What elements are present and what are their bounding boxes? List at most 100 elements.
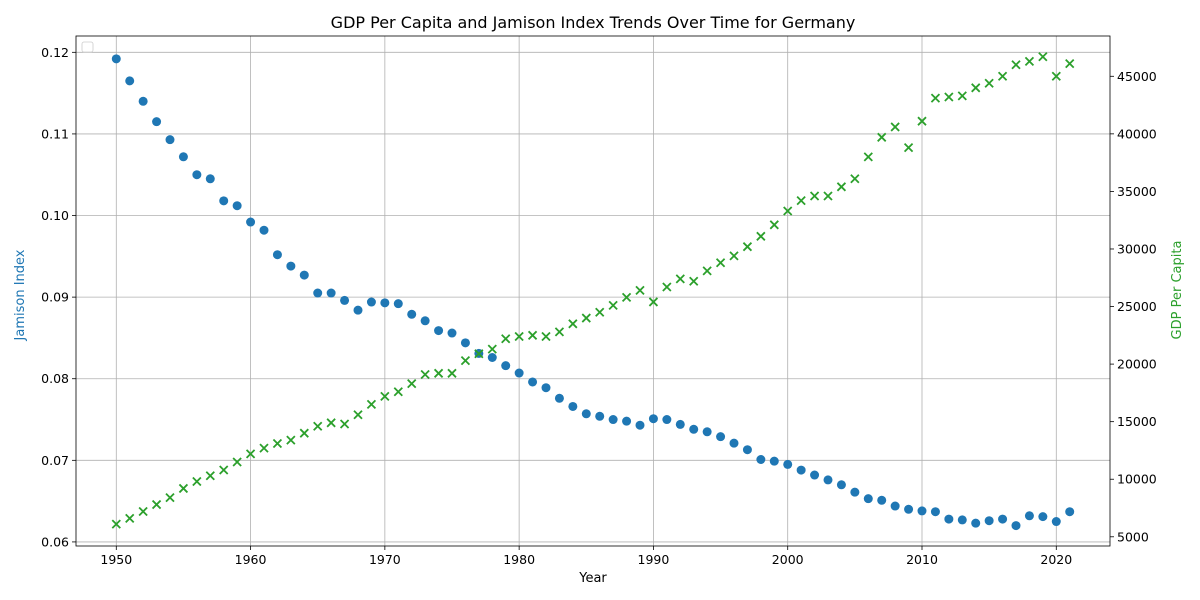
- gdp-per-capita-point: [662, 282, 672, 292]
- jamison-index-point: [299, 270, 309, 280]
- jamison-index-point: [326, 288, 336, 298]
- right-y-tick-label: 45000: [1117, 69, 1157, 84]
- gdp-per-capita-point: [621, 292, 632, 302]
- jamison-index-point: [1065, 507, 1075, 517]
- jamison-index-point: [702, 427, 712, 437]
- gdp-per-capita-point: [380, 391, 390, 401]
- x-tick-label: 1960: [235, 552, 267, 567]
- left-y-axis-label: Jamison Index: [13, 249, 28, 341]
- jamison-index-point: [420, 316, 430, 326]
- gdp-per-capita-point: [903, 143, 914, 153]
- right-y-axis-ticks: 5000 10000 15000 20000 25000 30000 35000 40000 4…: [1110, 69, 1157, 544]
- gdp-per-capita-point: [232, 457, 242, 467]
- x-tick-label: 2020: [1040, 552, 1072, 567]
- gdp-per-capita-point: [715, 258, 726, 268]
- x-tick-label: 1990: [638, 552, 670, 567]
- jamison-index-point: [877, 495, 887, 505]
- jamison-index-point: [366, 297, 376, 307]
- jamison-index-point: [944, 514, 954, 524]
- x-tick-label: 1980: [503, 552, 535, 567]
- jamison-index-point: [353, 305, 363, 315]
- gdp-per-capita-point: [890, 122, 900, 132]
- gdp-per-capita-point: [447, 368, 457, 378]
- gdp-per-capita-point: [1065, 58, 1075, 69]
- gdp-per-capita-point: [393, 387, 403, 397]
- jamison-index-point: [1038, 512, 1048, 522]
- gdp-per-capita-series: [111, 52, 1075, 529]
- gdp-per-capita-point: [286, 435, 296, 445]
- jamison-index-point: [152, 117, 162, 127]
- gdp-per-capita-point: [984, 78, 994, 88]
- gdp-per-capita-point: [648, 297, 659, 307]
- gdp-per-capita-point: [944, 92, 954, 102]
- gdp-per-capita-point: [339, 419, 350, 429]
- gdp-per-capita-point: [514, 331, 524, 342]
- gdp-per-capita-point: [836, 182, 847, 192]
- jamison-index-point: [984, 516, 994, 526]
- jamison-index-point: [487, 353, 497, 363]
- gdp-per-capita-point: [930, 93, 941, 103]
- left-y-tick-label: 0.09: [41, 290, 69, 305]
- gdp-per-capita-point: [863, 152, 873, 162]
- gdp-per-capita-point: [917, 116, 927, 126]
- gdp-per-capita-point: [125, 513, 135, 524]
- jamison-index-point: [756, 455, 766, 465]
- gdp-per-capita-point: [151, 499, 162, 510]
- jamison-index-point: [796, 465, 806, 475]
- jamison-index-point: [192, 170, 202, 180]
- jamison-index-point: [904, 504, 914, 514]
- left-y-tick-label: 0.10: [41, 208, 69, 223]
- gdp-per-capita-point: [689, 276, 699, 286]
- gdp-per-capita-point: [219, 465, 229, 475]
- jamison-index-point: [246, 217, 256, 227]
- jamison-index-series: [111, 54, 1075, 531]
- left-y-tick-label: 0.06: [41, 534, 69, 549]
- gdp-per-capita-point: [997, 71, 1008, 81]
- gdp-per-capita-point: [1051, 71, 1061, 81]
- gdp-per-capita-point: [1011, 60, 1021, 70]
- right-y-axis-label: GDP Per Capita: [1170, 241, 1185, 340]
- jamison-index-point: [1024, 511, 1034, 521]
- right-y-tick-label: 10000: [1117, 472, 1157, 487]
- x-tick-label: 1950: [100, 552, 132, 567]
- gdp-per-capita-point: [1038, 52, 1048, 62]
- legend-box: [81, 41, 94, 53]
- jamison-index-point: [783, 459, 793, 469]
- gdp-per-capita-point: [178, 483, 189, 494]
- jamison-index-point: [434, 326, 444, 336]
- jamison-index-point: [1011, 521, 1021, 531]
- jamison-index-point: [998, 514, 1008, 524]
- jamison-index-point: [1051, 517, 1061, 527]
- gdp-per-capita-point: [850, 174, 860, 184]
- chart-title: GDP Per Capita and Jamison Index Trends …: [331, 13, 856, 32]
- jamison-index-point: [863, 494, 873, 504]
- gdp-per-capita-point: [1024, 56, 1035, 66]
- jamison-index-point: [232, 201, 242, 211]
- jamison-index-point: [501, 361, 511, 371]
- jamison-index-point: [635, 420, 645, 430]
- jamison-index-point: [407, 309, 417, 319]
- gdp-per-capita-point: [783, 206, 793, 216]
- jamison-index-point: [313, 288, 323, 298]
- gdp-per-capita-point: [769, 220, 779, 230]
- plot-area-frame: [75, 35, 1111, 547]
- gdp-per-capita-point: [675, 274, 685, 284]
- jamison-index-point: [111, 54, 121, 64]
- gdp-per-capita-point: [608, 300, 618, 311]
- left-y-axis-ticks: 0.06 0.07 0.08 0.09 0.10 0.11 0.12: [41, 45, 76, 549]
- gdp-per-capita-point: [796, 195, 806, 206]
- jamison-index-point: [836, 480, 846, 490]
- gdp-per-capita-point: [474, 349, 484, 359]
- gdp-per-capita-point: [635, 285, 645, 296]
- jamison-index-point: [648, 414, 658, 424]
- jamison-index-point: [675, 419, 685, 429]
- jamison-index-point: [541, 383, 551, 393]
- jamison-index-point: [259, 225, 269, 235]
- jamison-index-point: [554, 393, 564, 403]
- gdp-per-capita-point: [809, 191, 820, 201]
- jamison-index-point: [581, 409, 591, 419]
- left-y-tick-label: 0.11: [41, 126, 69, 141]
- gdp-per-capita-point: [568, 319, 578, 329]
- gdp-per-capita-point: [353, 410, 363, 420]
